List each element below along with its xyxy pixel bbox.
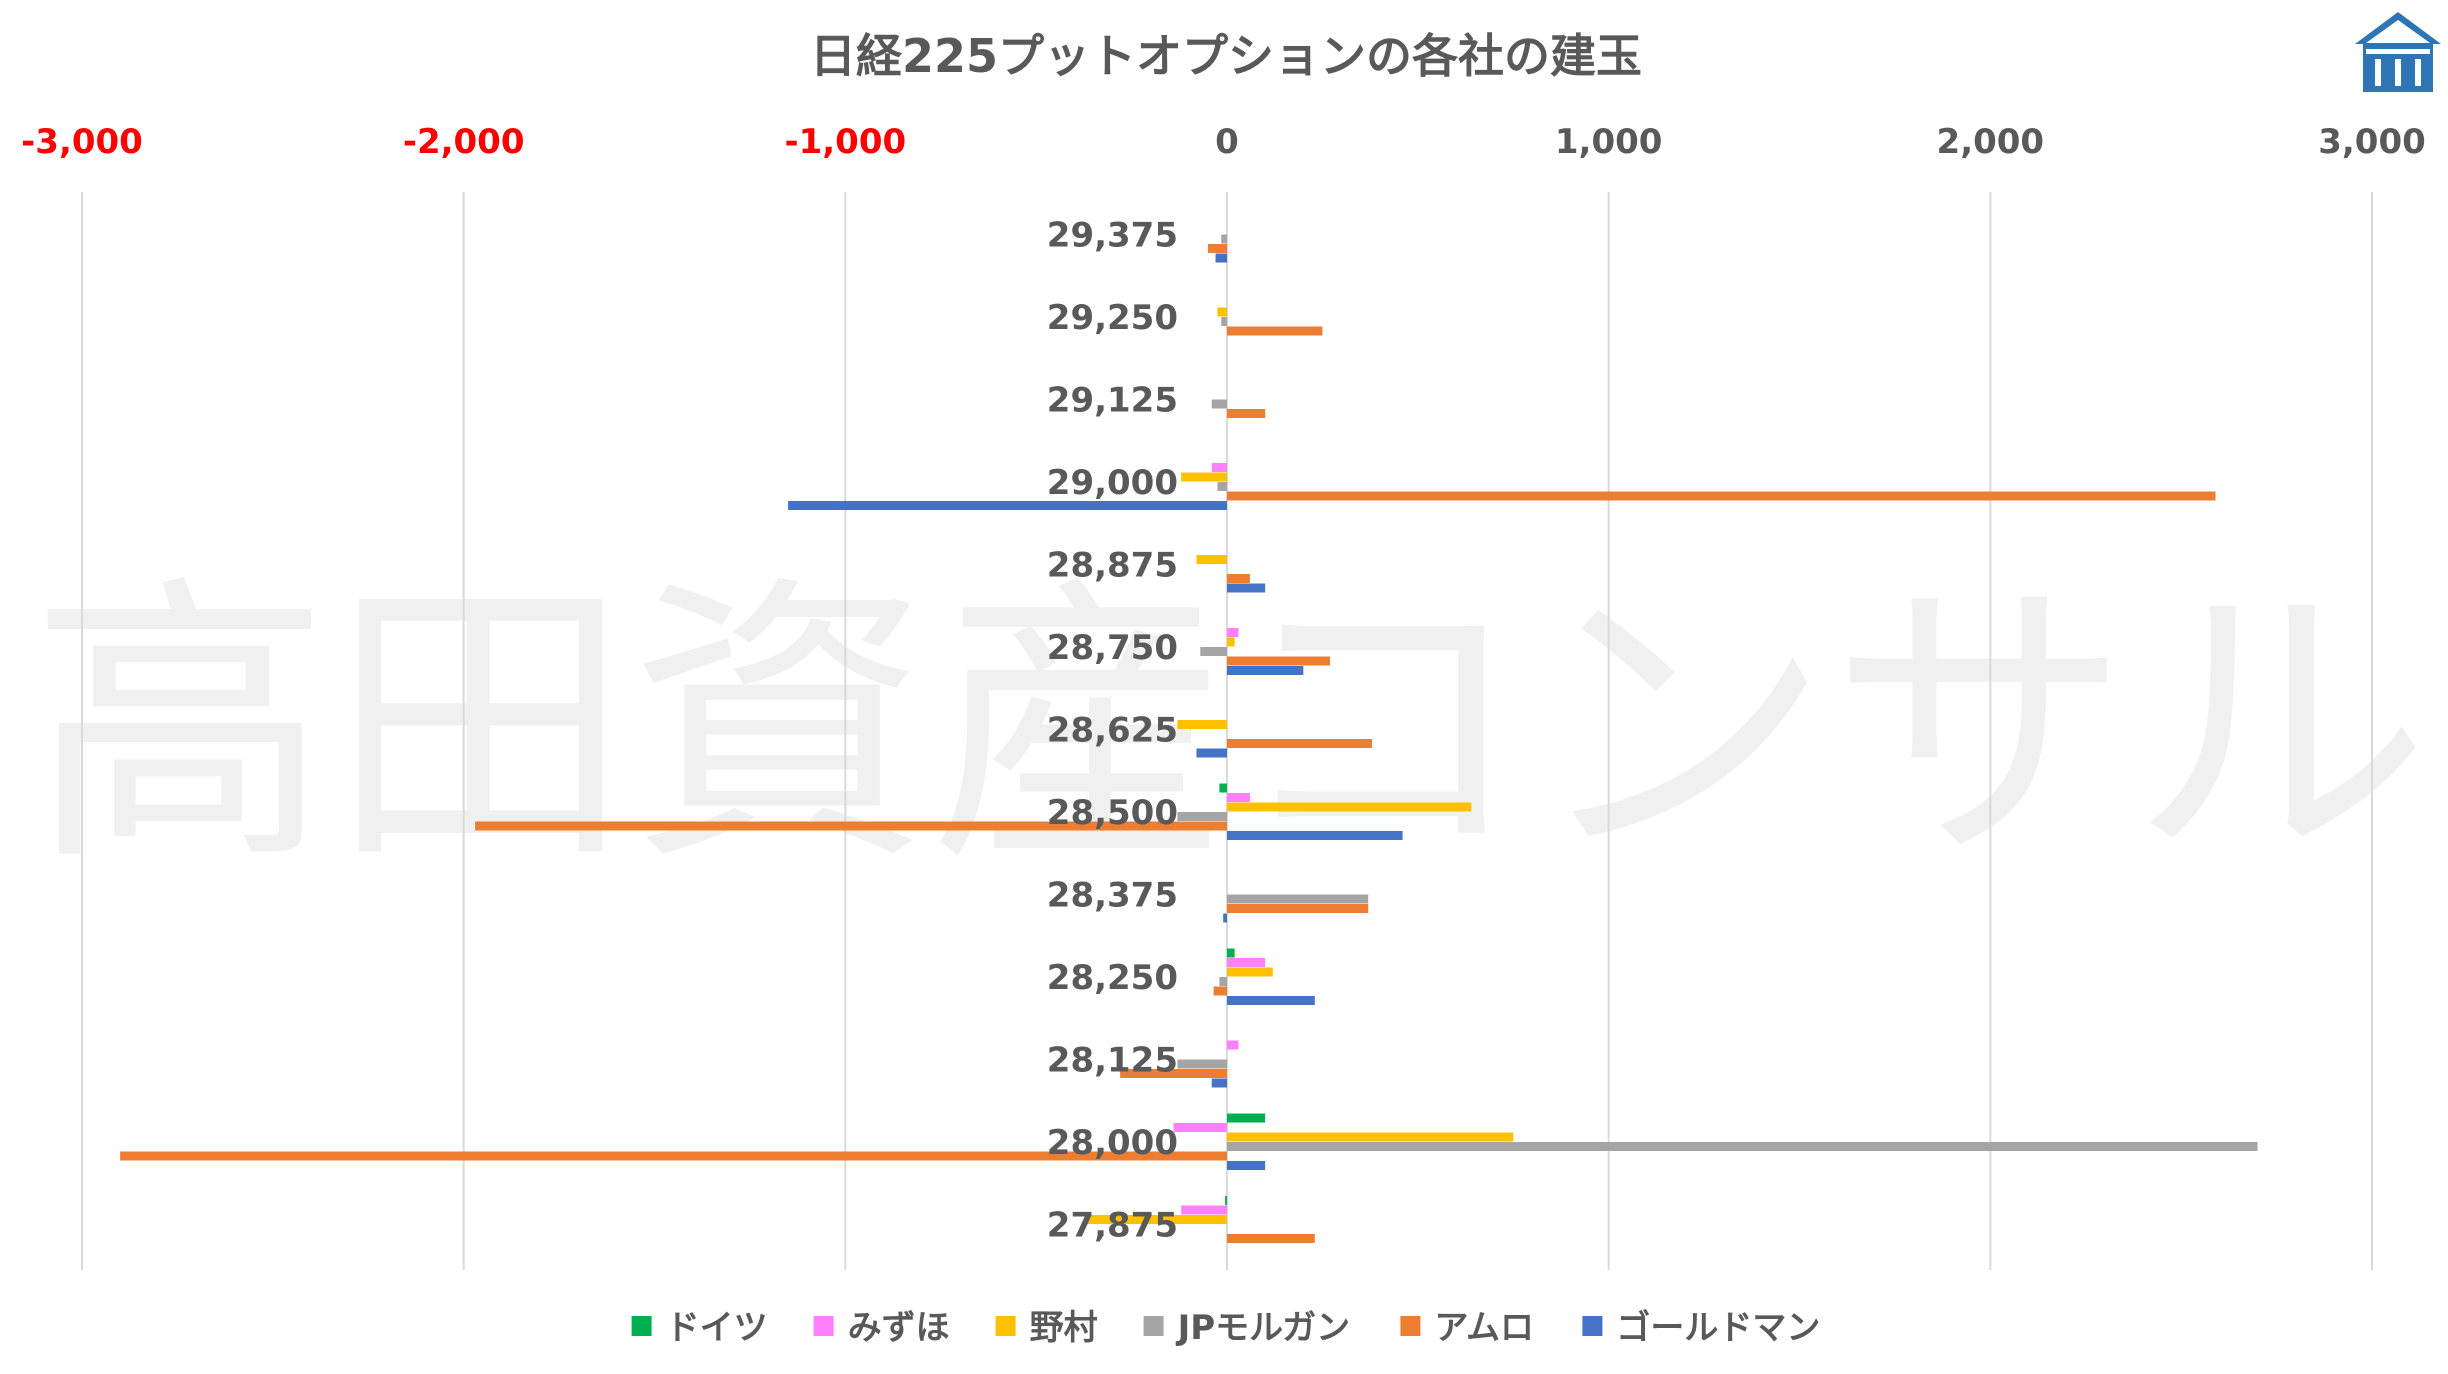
bar — [1227, 656, 1331, 666]
y-tick-label: 29,125 — [1047, 381, 1178, 421]
legend: ドイツ みずほ 野村 JPモルガン アムロ ゴールドマン — [631, 1308, 1820, 1348]
bar — [1227, 958, 1266, 967]
bar — [1219, 783, 1227, 793]
y-axis: 29,375 29,250 29,125 29,000 28,875 28,750 28,6… — [1047, 216, 1178, 1246]
x-tick-label: -3,000 — [21, 122, 143, 162]
bar — [1227, 948, 1235, 958]
legend-label: アムロ — [1434, 1308, 1534, 1348]
bar — [1200, 647, 1227, 656]
bar — [1227, 1040, 1239, 1050]
gridlines — [81, 192, 2373, 1270]
bar — [1227, 1132, 1514, 1142]
x-tick-label: 2,000 — [1937, 122, 2045, 162]
legend-label: ゴールドマン — [1616, 1308, 1820, 1348]
bar — [1173, 1123, 1227, 1132]
bar — [1227, 904, 1369, 913]
y-tick-label: 28,625 — [1047, 711, 1178, 751]
y-tick-label: 29,000 — [1047, 463, 1178, 503]
legend-swatch — [631, 1316, 652, 1336]
chart-title: 日経225プットオプションの各社の建玉 — [810, 29, 1642, 83]
bar — [1213, 986, 1227, 996]
bar — [1211, 463, 1227, 472]
legend-swatch — [813, 1316, 834, 1336]
y-tick-label: 28,875 — [1047, 546, 1178, 586]
x-tick-label: -1,000 — [785, 122, 907, 162]
bar — [1227, 831, 1403, 840]
bar — [1215, 253, 1227, 263]
bar — [1227, 409, 1266, 418]
bar — [788, 501, 1227, 510]
y-tick-label: 28,000 — [1047, 1123, 1178, 1163]
y-tick-label: 29,375 — [1047, 216, 1178, 256]
bar — [1227, 574, 1250, 583]
bar — [1227, 666, 1304, 675]
bar — [120, 1151, 1228, 1161]
bar — [1211, 399, 1227, 409]
x-tick-label: -2,000 — [403, 122, 525, 162]
bar — [1219, 977, 1227, 986]
y-tick-label: 28,750 — [1047, 628, 1178, 668]
y-tick-label: 29,250 — [1047, 298, 1178, 338]
bar — [1177, 1059, 1227, 1069]
x-tick-label: 1,000 — [1555, 122, 1663, 162]
bar — [1227, 739, 1373, 748]
bar — [1225, 1196, 1227, 1205]
bar — [1221, 317, 1227, 326]
x-tick-label: 0 — [1215, 122, 1239, 162]
y-tick-label: 28,125 — [1047, 1041, 1178, 1081]
bar — [1227, 802, 1472, 812]
y-tick-label: 27,875 — [1047, 1206, 1178, 1246]
legend-swatch — [995, 1316, 1016, 1336]
y-tick-label: 28,250 — [1047, 958, 1178, 998]
bar — [1227, 967, 1273, 977]
bar — [1227, 628, 1239, 637]
bar — [1207, 244, 1227, 253]
bar — [1227, 1161, 1266, 1170]
bar — [1227, 583, 1266, 593]
legend-swatch — [1143, 1316, 1164, 1336]
bar — [1227, 996, 1315, 1005]
x-tick-label: 3,000 — [2318, 122, 2426, 162]
legend-label: ドイツ — [666, 1308, 768, 1348]
bar — [1217, 482, 1227, 491]
bar — [1227, 1142, 2258, 1151]
bar — [1181, 472, 1227, 482]
bar — [1227, 793, 1250, 802]
y-tick-label: 28,375 — [1047, 876, 1178, 916]
bar — [1085, 1215, 1227, 1224]
bar — [1217, 307, 1227, 317]
bar — [475, 821, 1227, 831]
bar — [1223, 913, 1227, 923]
bar — [1221, 234, 1227, 244]
bar — [1177, 812, 1227, 821]
watermark-text: 高田資産コンサル — [30, 552, 2430, 901]
legend-swatch — [1582, 1316, 1603, 1336]
legend-swatch — [1400, 1316, 1421, 1336]
y-tick-label: 28,500 — [1047, 793, 1178, 833]
house-with-columns-logo-icon — [2355, 12, 2441, 92]
legend-label: みずほ — [848, 1308, 950, 1348]
bar — [1181, 1205, 1227, 1215]
bar — [1196, 748, 1227, 758]
bar — [1227, 491, 2216, 501]
legend-label: JPモルガン — [1176, 1308, 1351, 1348]
legend-label: 野村 — [1030, 1308, 1098, 1348]
bar — [1227, 326, 1323, 336]
bar — [1227, 1113, 1266, 1123]
x-axis: -3,000 -2,000 -1,000 0 1,000 2,000 3,000 — [21, 122, 2426, 162]
bars — [120, 234, 2258, 1243]
bar — [1227, 637, 1235, 647]
bar — [1227, 894, 1369, 904]
bar — [1196, 555, 1227, 564]
bar — [1227, 1234, 1315, 1243]
bar — [1120, 1069, 1227, 1078]
bar — [1177, 720, 1227, 729]
bar — [1211, 1078, 1227, 1088]
